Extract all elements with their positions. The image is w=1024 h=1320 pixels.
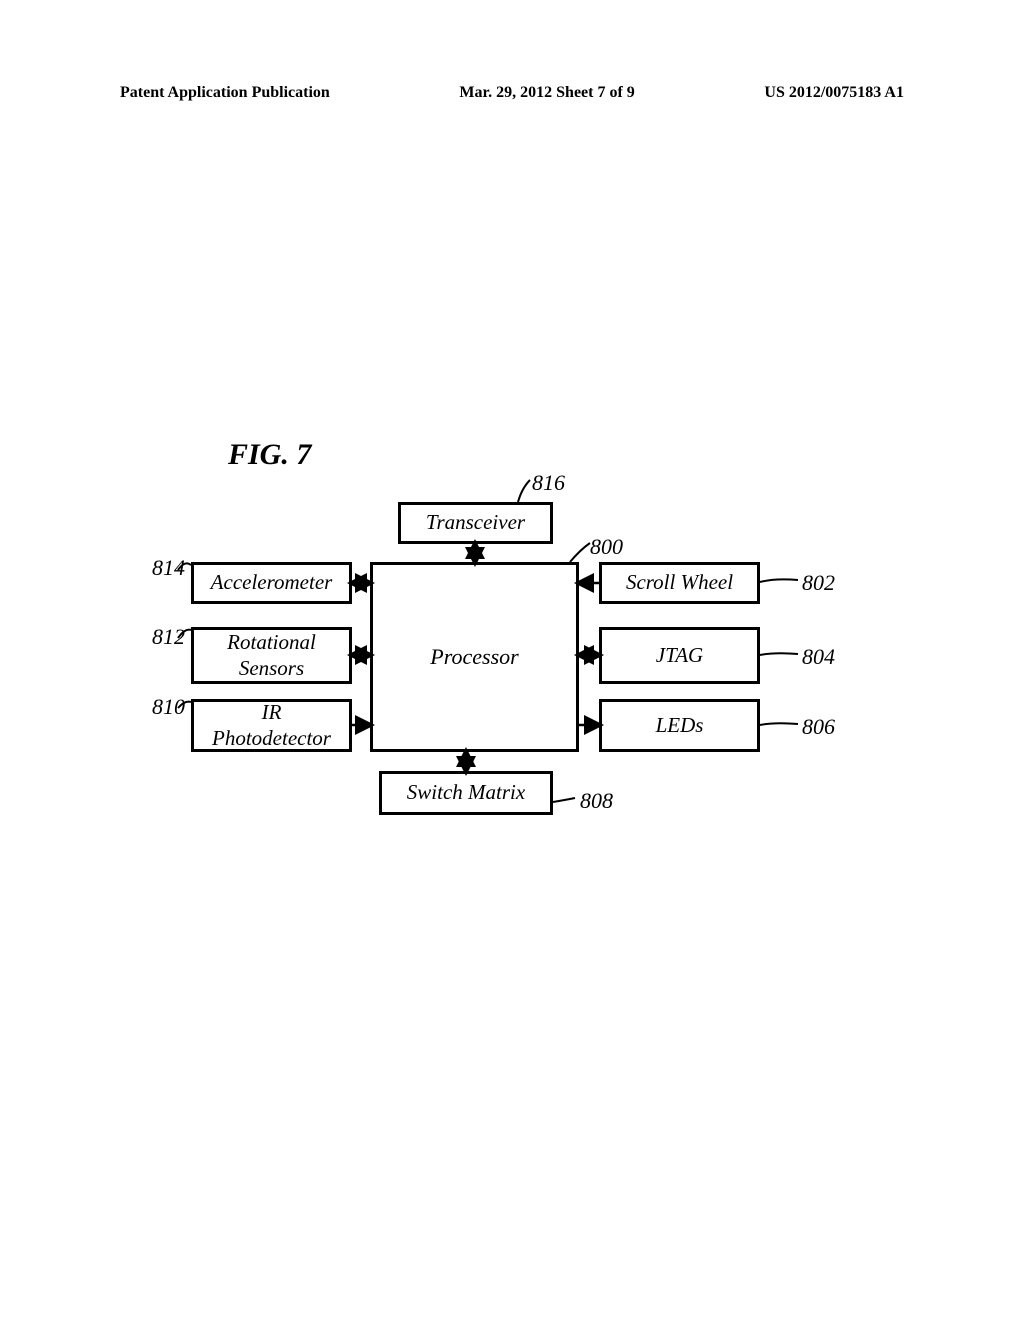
ir-photodetector-box: IR Photodetector: [191, 699, 352, 752]
ref-804: 804: [802, 644, 835, 670]
rotational-sensors-box: Rotational Sensors: [191, 627, 352, 684]
ref-802: 802: [802, 570, 835, 596]
ref-800: 800: [590, 534, 623, 560]
transceiver-box: Transceiver: [398, 502, 553, 544]
ref-808: 808: [580, 788, 613, 814]
leds-box: LEDs: [599, 699, 760, 752]
ref-812: 812: [152, 624, 185, 650]
switch-matrix-box: Switch Matrix: [379, 771, 553, 815]
header-right: US 2012/0075183 A1: [764, 84, 904, 102]
ref-816: 816: [532, 470, 565, 496]
ref-814: 814: [152, 555, 185, 581]
ref-806: 806: [802, 714, 835, 740]
header-left: Patent Application Publication: [120, 84, 330, 102]
patent-header: Patent Application Publication Mar. 29, …: [0, 84, 1024, 102]
header-center: Mar. 29, 2012 Sheet 7 of 9: [459, 84, 634, 102]
ref-810: 810: [152, 694, 185, 720]
accelerometer-box: Accelerometer: [191, 562, 352, 604]
figure-title: FIG. 7: [228, 438, 311, 472]
scroll-wheel-box: Scroll Wheel: [599, 562, 760, 604]
processor-box: Processor: [370, 562, 579, 752]
jtag-box: JTAG: [599, 627, 760, 684]
